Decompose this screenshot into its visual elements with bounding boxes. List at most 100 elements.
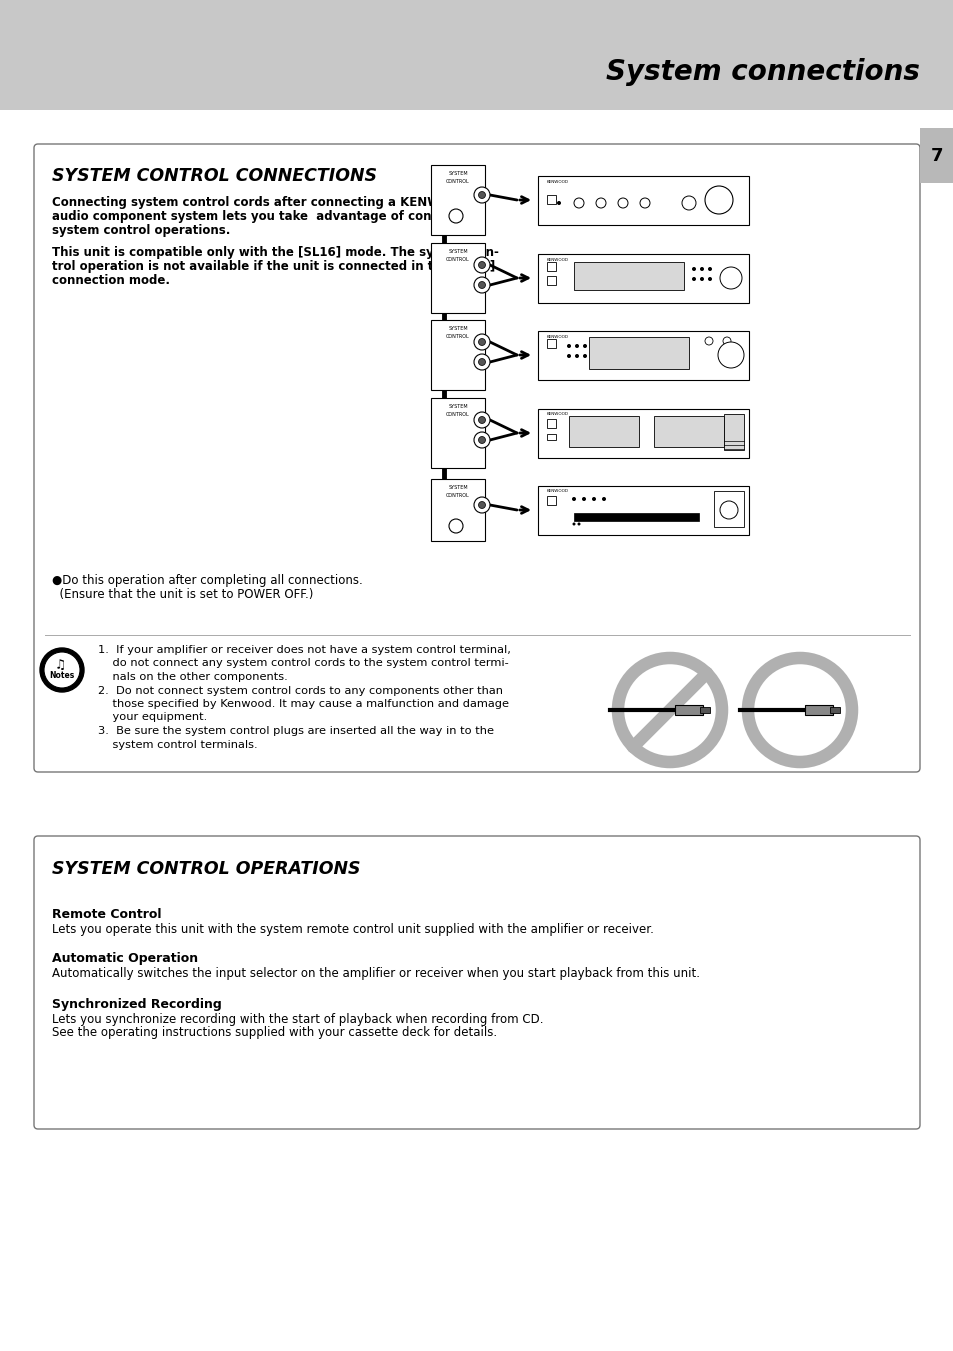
- Circle shape: [691, 267, 696, 272]
- Text: trol operation is not available if the unit is connected in the [XS-8]: trol operation is not available if the u…: [52, 259, 495, 273]
- FancyBboxPatch shape: [431, 480, 484, 540]
- Circle shape: [577, 523, 579, 526]
- FancyBboxPatch shape: [919, 128, 953, 182]
- Circle shape: [474, 354, 490, 370]
- FancyBboxPatch shape: [537, 176, 749, 224]
- Text: CONTROL: CONTROL: [446, 178, 470, 184]
- Circle shape: [700, 277, 703, 281]
- Circle shape: [720, 267, 741, 289]
- Text: CONTROL: CONTROL: [446, 412, 470, 417]
- FancyBboxPatch shape: [829, 707, 840, 713]
- Circle shape: [582, 345, 586, 349]
- Text: KENWOOD: KENWOOD: [546, 258, 568, 262]
- Circle shape: [478, 358, 485, 366]
- Text: your equipment.: your equipment.: [98, 712, 207, 723]
- FancyBboxPatch shape: [537, 485, 749, 535]
- Circle shape: [575, 354, 578, 358]
- Circle shape: [582, 354, 586, 358]
- FancyBboxPatch shape: [546, 276, 556, 285]
- Circle shape: [478, 339, 485, 346]
- Circle shape: [572, 523, 575, 526]
- Circle shape: [691, 277, 696, 281]
- Circle shape: [478, 501, 485, 508]
- Text: SYSTEM: SYSTEM: [448, 249, 467, 254]
- Text: 1.  If your amplifier or receiver does not have a system control terminal,: 1. If your amplifier or receiver does no…: [98, 644, 511, 655]
- Circle shape: [566, 345, 571, 349]
- FancyBboxPatch shape: [546, 195, 556, 204]
- Text: KENWOOD: KENWOOD: [546, 412, 568, 416]
- FancyBboxPatch shape: [546, 262, 556, 272]
- Circle shape: [592, 497, 596, 501]
- Text: Notes: Notes: [50, 671, 74, 681]
- Circle shape: [449, 519, 462, 534]
- Text: 2.  Do not connect system control cords to any components other than: 2. Do not connect system control cords t…: [98, 685, 502, 696]
- FancyBboxPatch shape: [804, 705, 832, 715]
- Text: Lets you operate this unit with the system remote control unit supplied with the: Lets you operate this unit with the syst…: [52, 923, 653, 936]
- Text: system control operations.: system control operations.: [52, 224, 230, 236]
- Text: SYSTEM: SYSTEM: [448, 172, 467, 176]
- Text: nals on the other components.: nals on the other components.: [98, 671, 288, 682]
- FancyBboxPatch shape: [654, 416, 723, 447]
- Circle shape: [474, 497, 490, 513]
- Circle shape: [449, 209, 462, 223]
- FancyBboxPatch shape: [546, 339, 556, 349]
- Circle shape: [474, 334, 490, 350]
- Circle shape: [704, 336, 712, 345]
- Circle shape: [478, 281, 485, 289]
- FancyBboxPatch shape: [675, 705, 702, 715]
- FancyBboxPatch shape: [431, 399, 484, 467]
- FancyBboxPatch shape: [546, 434, 556, 440]
- Circle shape: [639, 199, 649, 208]
- Circle shape: [478, 192, 485, 199]
- Circle shape: [474, 257, 490, 273]
- FancyBboxPatch shape: [431, 320, 484, 390]
- Text: 7: 7: [930, 147, 943, 165]
- FancyBboxPatch shape: [700, 707, 709, 713]
- Circle shape: [474, 186, 490, 203]
- Circle shape: [478, 436, 485, 443]
- Text: Lets you synchronize recording with the start of playback when recording from CD: Lets you synchronize recording with the …: [52, 1013, 543, 1025]
- Text: audio component system lets you take  advantage of convenient: audio component system lets you take adv…: [52, 209, 481, 223]
- Text: Automatically switches the input selector on the amplifier or receiver when you : Automatically switches the input selecto…: [52, 967, 700, 979]
- Circle shape: [557, 201, 560, 205]
- FancyBboxPatch shape: [546, 496, 556, 505]
- Circle shape: [474, 432, 490, 449]
- Text: KENWOOD: KENWOOD: [546, 180, 568, 184]
- Text: System connections: System connections: [605, 58, 919, 86]
- Text: SYSTEM CONTROL CONNECTIONS: SYSTEM CONTROL CONNECTIONS: [52, 168, 376, 185]
- Text: those specified by Kenwood. It may cause a malfunction and damage: those specified by Kenwood. It may cause…: [98, 698, 509, 709]
- Circle shape: [40, 648, 84, 692]
- FancyBboxPatch shape: [723, 413, 743, 450]
- FancyBboxPatch shape: [431, 243, 484, 313]
- Text: Connecting system control cords after connecting a KENWOOD: Connecting system control cords after co…: [52, 196, 470, 209]
- Text: ●Do this operation after completing all connections.: ●Do this operation after completing all …: [52, 574, 362, 586]
- Circle shape: [44, 653, 80, 688]
- Text: SYSTEM: SYSTEM: [448, 485, 467, 490]
- Text: KENWOOD: KENWOOD: [546, 489, 568, 493]
- Text: connection mode.: connection mode.: [52, 274, 170, 286]
- Circle shape: [474, 412, 490, 428]
- Circle shape: [596, 199, 605, 208]
- Text: KENWOOD: KENWOOD: [546, 335, 568, 339]
- Circle shape: [601, 497, 605, 501]
- Text: system control terminals.: system control terminals.: [98, 739, 257, 750]
- FancyBboxPatch shape: [574, 262, 683, 290]
- FancyBboxPatch shape: [546, 419, 556, 428]
- FancyBboxPatch shape: [0, 0, 953, 109]
- FancyBboxPatch shape: [431, 165, 484, 235]
- Circle shape: [574, 199, 583, 208]
- Circle shape: [707, 277, 711, 281]
- Text: This unit is compatible only with the [SL16] mode. The system con-: This unit is compatible only with the [S…: [52, 246, 498, 259]
- Circle shape: [718, 342, 743, 367]
- Circle shape: [581, 497, 585, 501]
- FancyBboxPatch shape: [537, 331, 749, 380]
- Circle shape: [707, 267, 711, 272]
- FancyBboxPatch shape: [574, 513, 699, 521]
- FancyBboxPatch shape: [537, 408, 749, 458]
- Circle shape: [681, 196, 696, 209]
- Text: CONTROL: CONTROL: [446, 257, 470, 262]
- FancyBboxPatch shape: [588, 336, 688, 369]
- Circle shape: [572, 497, 576, 501]
- Circle shape: [720, 501, 738, 519]
- Text: do not connect any system control cords to the system control termi-: do not connect any system control cords …: [98, 658, 508, 669]
